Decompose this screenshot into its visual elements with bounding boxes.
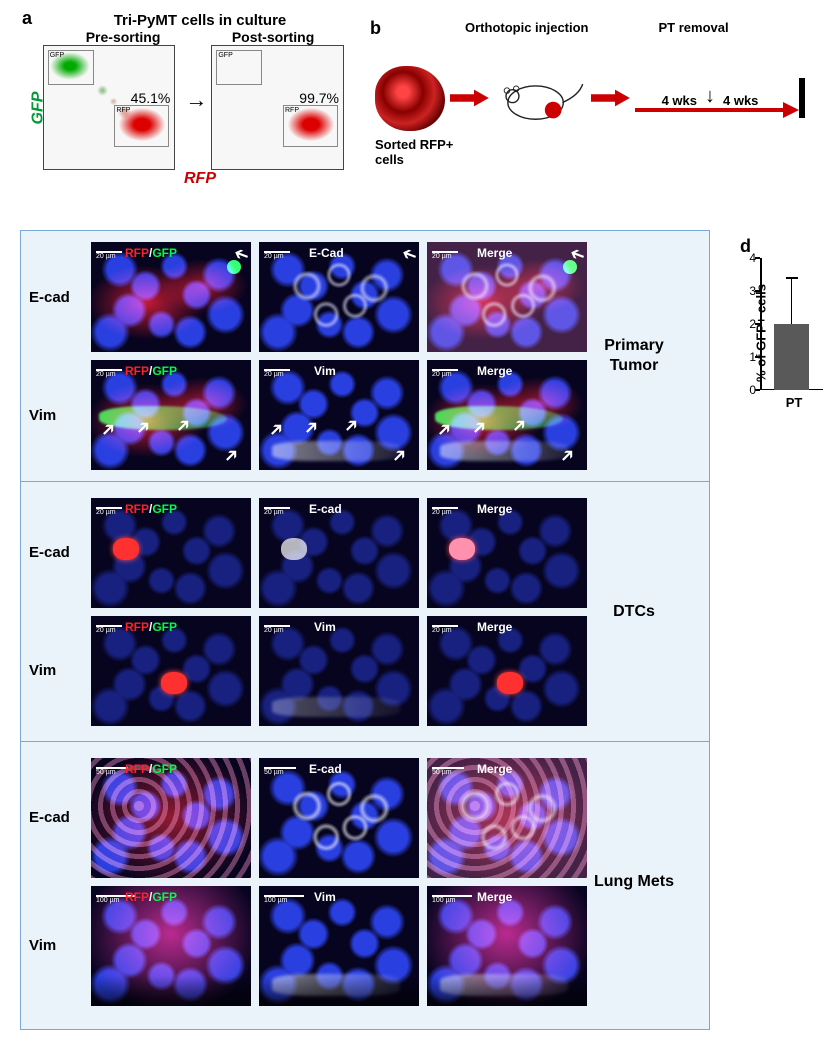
tile-dtc-vim-rfpgfp: 20 µm RFP/GFP bbox=[91, 616, 251, 726]
tile-label: RFP/GFP bbox=[125, 364, 177, 378]
tile-label: Merge bbox=[477, 890, 512, 904]
postsort-label: Post-sorting bbox=[232, 29, 314, 45]
row-labels-dtc: E-cad Vim bbox=[29, 494, 91, 730]
tile-pt-ecad-merge: 20 µm Merge ➔ bbox=[427, 242, 587, 352]
tile-dtc-ecad-merge: 20 µm Merge bbox=[427, 498, 587, 608]
y-axis-gfp: GFP bbox=[29, 91, 47, 124]
tile-label: E-cad bbox=[309, 762, 342, 776]
tile-dtc-ecad-rfpgfp: 20 µm RFP/GFP bbox=[91, 498, 251, 608]
schematic-row: 4 wks ↓ 4 wks bbox=[375, 63, 805, 133]
tile-label: E-Cad bbox=[309, 246, 344, 260]
panel-c: E-cad Vim 20 µm RFP/GFP ➔ 20 µm E-Cad ➔ bbox=[20, 230, 710, 1030]
tile-label: Merge bbox=[477, 620, 512, 634]
tile-lung-vim-stain: 100 µm Vim bbox=[259, 886, 419, 1006]
tile-lung-vim-merge: 100 µm Merge bbox=[427, 886, 587, 1006]
tile-label: Vim bbox=[314, 890, 336, 904]
tile-label: Merge bbox=[477, 502, 512, 516]
tile-label: RFP/GFP bbox=[125, 890, 177, 904]
tile-label: Merge bbox=[477, 762, 512, 776]
row-label-vim: Vim bbox=[29, 882, 91, 1010]
arrow-icon: → bbox=[185, 87, 207, 113]
row-label-ecad: E-cad bbox=[29, 238, 91, 356]
tile-label: RFP/GFP bbox=[125, 502, 177, 516]
x-axis-rfp: RFP bbox=[50, 170, 350, 188]
tile-dtc-ecad-stain: 20 µm E-cad bbox=[259, 498, 419, 608]
tile-label: RFP/GFP bbox=[125, 762, 177, 776]
tile-label: Merge bbox=[477, 364, 512, 378]
row-label-vim: Vim bbox=[29, 356, 91, 474]
tile-label: RFP/GFP bbox=[125, 620, 177, 634]
grid-dtc: 20 µm RFP/GFP 20 µm E-cad 20 µm Merge 20… bbox=[91, 498, 587, 726]
scale-text: 20 µm bbox=[96, 253, 116, 260]
y-axis bbox=[760, 258, 762, 390]
tile-pt-ecad-rfpgfp: 20 µm RFP/GFP ➔ bbox=[91, 242, 251, 352]
tile-lung-ecad-stain: 50 µm E-cad bbox=[259, 758, 419, 878]
tile-pt-vim-merge: 20 µm Merge ➔ ➔ ➔ ➔ bbox=[427, 360, 587, 470]
timeline-bar bbox=[635, 108, 785, 112]
section-dtc: E-cad Vim 20 µm RFP/GFP 20 µm E-cad 20 µ… bbox=[21, 481, 709, 741]
side-label-pt: Primary Tumor bbox=[589, 336, 679, 376]
tile-label: Vim bbox=[314, 364, 336, 378]
tile-pt-vim-stain: 20 µm Vim ➔ ➔ ➔ ➔ bbox=[259, 360, 419, 470]
gate-rfp-post: RFP bbox=[283, 105, 338, 147]
tile-label: Merge bbox=[477, 246, 512, 260]
gate-gfp-post: GFP bbox=[216, 50, 262, 85]
tile-lung-vim-rfpgfp: 100 µm RFP/GFP bbox=[91, 886, 251, 1006]
pct-postsort: 99.7% bbox=[299, 90, 339, 106]
tile-pt-vim-rfpgfp: 20 µm RFP/GFP ➔ ➔ ➔ ➔ bbox=[91, 360, 251, 470]
down-arrow-icon: ↓ bbox=[705, 85, 715, 108]
arrow-icon bbox=[591, 88, 630, 108]
presort-label: Pre-sorting bbox=[86, 29, 161, 45]
row-labels-lung: E-cad Vim bbox=[29, 754, 91, 1010]
arrow-icon bbox=[450, 88, 489, 108]
row-label-vim: Vim bbox=[29, 612, 91, 730]
facs-presort: GFP RFP 45.1% GFP bbox=[43, 45, 176, 170]
row-label-ecad: E-cad bbox=[29, 754, 91, 882]
pct-presort: 45.1% bbox=[131, 90, 171, 106]
facs-row: GFP RFP 45.1% GFP → GFP RFP 99.7% bbox=[20, 45, 350, 170]
section-primary-tumor: E-cad Vim 20 µm RFP/GFP ➔ 20 µm E-Cad ➔ bbox=[21, 231, 709, 481]
section-lung: E-cad Vim 50 µm RFP/GFP 50 µm E-cad 50 µ… bbox=[21, 741, 709, 1021]
tile-pt-ecad-stain: 20 µm E-Cad ➔ bbox=[259, 242, 419, 352]
tile-dtc-vim-stain: 20 µm Vim bbox=[259, 616, 419, 726]
wk1-label: 4 wks bbox=[662, 93, 697, 108]
gate-gfp: GFP bbox=[48, 50, 94, 85]
tile-lung-ecad-merge: 50 µm Merge bbox=[427, 758, 587, 878]
tile-label: E-cad bbox=[309, 502, 342, 516]
sorted-label: Sorted RFP+ cells bbox=[375, 137, 465, 167]
inj-label: Orthotopic injection bbox=[465, 20, 589, 35]
sorted-cells-icon bbox=[375, 66, 445, 131]
grid-pt: 20 µm RFP/GFP ➔ 20 µm E-Cad ➔ 20 µm Merg… bbox=[91, 242, 587, 470]
side-label-dtc: DTCs bbox=[589, 602, 679, 622]
facs-postsort: GFP RFP 99.7% bbox=[211, 45, 344, 170]
panel-a: Tri-PyMT cells in culture Pre-sorting Po… bbox=[20, 12, 350, 188]
gate-rfp: RFP bbox=[114, 105, 169, 147]
row-label-ecad: E-cad bbox=[29, 494, 91, 612]
mouse-icon bbox=[494, 63, 586, 133]
panel-b: Orthotopic injection PT removal bbox=[375, 20, 805, 200]
bar-chart: % of GFP+ cells PT 01234 bbox=[738, 258, 828, 408]
row-labels-pt: E-cad Vim bbox=[29, 238, 91, 474]
tile-label: RFP/GFP bbox=[125, 246, 177, 260]
panel-a-subtitles: Pre-sorting Post-sorting bbox=[50, 29, 350, 45]
tile-lung-ecad-rfpgfp: 50 µm RFP/GFP bbox=[91, 758, 251, 878]
grid-lung: 50 µm RFP/GFP 50 µm E-cad 50 µm Merge 10… bbox=[91, 758, 587, 1006]
ptrem-label: PT removal bbox=[659, 20, 729, 35]
tile-dtc-vim-merge: 20 µm Merge bbox=[427, 616, 587, 726]
chart-xlabel: PT bbox=[760, 395, 828, 410]
panel-a-title: Tri-PyMT cells in culture bbox=[50, 12, 350, 29]
timeline-end bbox=[799, 78, 805, 118]
wk2-label: 4 wks bbox=[723, 93, 758, 108]
side-label-lung: Lung Mets bbox=[589, 872, 679, 892]
panel-d: % of GFP+ cells PT 01234 bbox=[720, 250, 830, 450]
tile-label: Vim bbox=[314, 620, 336, 634]
